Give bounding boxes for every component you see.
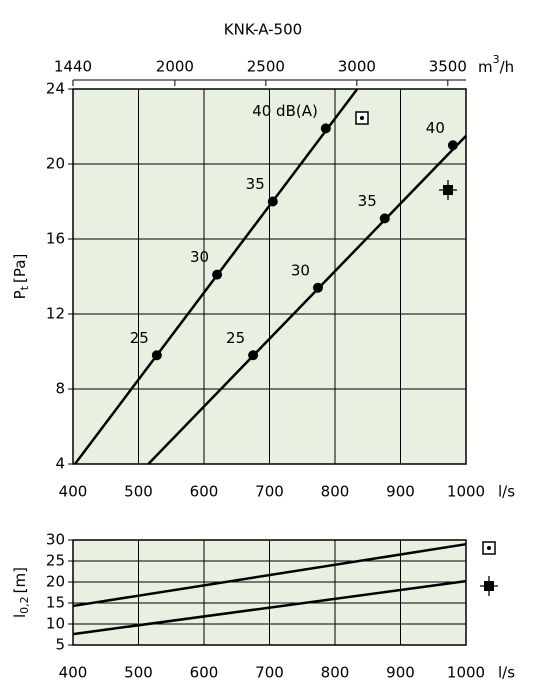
x-axis-label: l/s [498, 483, 515, 501]
chart-title: KNK-A-500 [224, 21, 302, 39]
marker-square [443, 185, 453, 195]
x-axis-label: l/s [498, 664, 515, 682]
x-tick-label: 1000 [447, 664, 485, 682]
x-tick-label: 800 [321, 483, 350, 501]
y-tick-label: 30 [46, 531, 65, 549]
y-tick-label: 24 [46, 80, 65, 98]
point-label: 30 [190, 248, 209, 266]
x2-tick-label: 2500 [247, 58, 285, 76]
data-point [320, 123, 331, 134]
point-label: 25 [130, 329, 149, 347]
legend-marker [439, 180, 457, 200]
y-tick-label: 12 [46, 305, 65, 323]
x2-axis-label: m3/h [478, 53, 514, 76]
x-tick-label: 900 [386, 664, 415, 682]
marker-dot [360, 116, 364, 120]
series-line [72, 579, 467, 636]
x-tick-label: 1000 [447, 483, 485, 501]
y-tick-label: 5 [55, 636, 65, 654]
y-label-main: P [11, 290, 29, 299]
y-tick-label: 8 [55, 380, 65, 398]
data-point [151, 350, 162, 361]
data-point [312, 282, 323, 293]
plot-frame [72, 88, 467, 465]
marker-dot [487, 546, 491, 550]
data-point [447, 140, 458, 151]
y-label-sub: t [18, 285, 31, 290]
x-tick-label: 700 [255, 483, 284, 501]
x-tick-label: 500 [124, 483, 153, 501]
y-tick-label: 16 [46, 230, 65, 248]
point-label: 30 [291, 261, 310, 279]
x2-tick-label: 2000 [156, 58, 194, 76]
y-label-main: l [11, 614, 29, 618]
x-tick-label: 900 [386, 483, 415, 501]
x-tick-label: 600 [190, 483, 219, 501]
point-label: 35 [246, 175, 265, 193]
data-point [379, 213, 390, 224]
y-tick-label: 20 [46, 573, 65, 591]
x-tick-label: 600 [190, 664, 219, 682]
data-point [212, 269, 223, 280]
series-line [72, 542, 467, 608]
y-axis-label: l0,2 [m] [11, 567, 32, 618]
x-tick-label: 800 [321, 664, 350, 682]
data-point [267, 196, 278, 207]
x2-label-sup: 3 [493, 53, 500, 66]
point-label: 25 [226, 329, 245, 347]
x2-label-main: m [478, 58, 493, 76]
data-point [248, 350, 259, 361]
series-line [147, 135, 467, 465]
y-tick-label: 4 [55, 455, 65, 473]
x2-tick-label: 1440 [54, 58, 92, 76]
x-tick-label: 400 [59, 483, 88, 501]
x-tick-label: 500 [124, 664, 153, 682]
legend-marker [482, 541, 496, 555]
point-label: 40 dB(A) [252, 102, 318, 120]
y-axis-label: Pt [Pa] [11, 254, 32, 300]
legend-marker [355, 111, 369, 125]
legend-marker [480, 576, 498, 596]
y-tick-label: 15 [46, 594, 65, 612]
x-tick-label: 400 [59, 664, 88, 682]
x2-label-unit: /h [500, 58, 515, 76]
point-label: 40 [426, 119, 445, 137]
y-label-unit: [Pa] [11, 254, 29, 283]
y-label-sub: 0,2 [18, 596, 31, 614]
y-label-unit: [m] [11, 567, 29, 593]
y-tick-label: 20 [46, 155, 65, 173]
y-tick-label: 25 [46, 552, 65, 570]
marker-square [484, 581, 494, 591]
x-tick-label: 700 [255, 664, 284, 682]
x2-tick-label: 3000 [338, 58, 376, 76]
x2-tick-label: 3500 [429, 58, 467, 76]
plot-frame [72, 539, 467, 646]
y-tick-label: 10 [46, 615, 65, 633]
point-label: 35 [358, 192, 377, 210]
